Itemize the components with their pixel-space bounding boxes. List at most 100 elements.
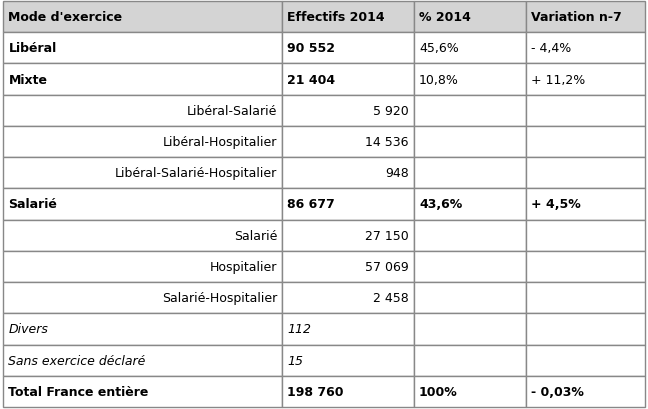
Bar [283, 64, 414, 95]
Bar [3, 127, 283, 158]
Bar [526, 282, 645, 314]
Bar [526, 376, 645, 407]
Text: 86 677: 86 677 [288, 198, 335, 211]
Bar [3, 282, 283, 314]
Bar [283, 345, 414, 376]
Text: Libéral-Salarié: Libéral-Salarié [187, 105, 277, 117]
Bar [526, 314, 645, 345]
Text: Sans exercice déclaré: Sans exercice déclaré [8, 354, 146, 367]
Text: 27 150: 27 150 [365, 229, 409, 242]
Bar [414, 33, 526, 64]
Bar [414, 314, 526, 345]
Bar [414, 314, 526, 345]
Bar [3, 220, 283, 251]
Text: 5 920: 5 920 [373, 105, 409, 117]
Bar [3, 345, 283, 376]
Text: - 0,03%: - 0,03% [531, 385, 584, 398]
Bar [526, 95, 645, 127]
Text: Salarié-Hospitalier: Salarié-Hospitalier [162, 292, 277, 304]
Text: Mode d'exercice: Mode d'exercice [8, 11, 122, 24]
Bar [283, 95, 414, 127]
Bar [283, 220, 414, 251]
Text: 14 536: 14 536 [365, 136, 409, 149]
Text: % 2014: % 2014 [419, 11, 471, 24]
Bar [283, 220, 414, 251]
Bar [414, 95, 526, 127]
Bar [3, 158, 283, 189]
Bar [283, 251, 414, 282]
Bar [526, 95, 645, 127]
Text: Divers: Divers [8, 323, 49, 335]
Bar [283, 345, 414, 376]
Bar [283, 2, 414, 33]
Bar [3, 189, 283, 220]
Bar [283, 95, 414, 127]
Bar [526, 345, 645, 376]
Bar [526, 64, 645, 95]
Bar [414, 127, 526, 158]
Bar [526, 282, 645, 314]
Text: 100%: 100% [419, 385, 457, 398]
Bar [283, 33, 414, 64]
Text: Variation n-7: Variation n-7 [531, 11, 622, 24]
Bar [3, 251, 283, 282]
Bar [3, 33, 283, 64]
Bar [414, 282, 526, 314]
Bar [3, 376, 283, 407]
Bar [283, 64, 414, 95]
Bar [283, 251, 414, 282]
Bar [414, 251, 526, 282]
Text: Salarié: Salarié [234, 229, 277, 242]
Bar [283, 158, 414, 189]
Text: Libéral: Libéral [8, 42, 56, 55]
Text: 198 760: 198 760 [288, 385, 344, 398]
Text: 112: 112 [288, 323, 312, 335]
Text: Salarié: Salarié [8, 198, 57, 211]
Bar [3, 314, 283, 345]
Text: Libéral-Hospitalier: Libéral-Hospitalier [163, 136, 277, 149]
Bar [283, 376, 414, 407]
Bar [3, 127, 283, 158]
Bar [414, 33, 526, 64]
Bar [526, 158, 645, 189]
Bar [3, 220, 283, 251]
Text: 45,6%: 45,6% [419, 42, 459, 55]
Bar [3, 64, 283, 95]
Bar [414, 2, 526, 33]
Text: 57 069: 57 069 [365, 260, 409, 273]
Bar [414, 64, 526, 95]
Bar [414, 189, 526, 220]
Text: 2 458: 2 458 [373, 292, 409, 304]
Bar [414, 376, 526, 407]
Bar [526, 189, 645, 220]
Bar [414, 64, 526, 95]
Bar [526, 189, 645, 220]
Bar [283, 282, 414, 314]
Bar [283, 158, 414, 189]
Bar [526, 251, 645, 282]
Bar [414, 345, 526, 376]
Bar [526, 33, 645, 64]
Bar [414, 220, 526, 251]
Bar [3, 64, 283, 95]
Bar [526, 220, 645, 251]
Bar [414, 282, 526, 314]
Bar [3, 376, 283, 407]
Bar [3, 282, 283, 314]
Text: + 11,2%: + 11,2% [531, 74, 586, 86]
Text: 10,8%: 10,8% [419, 74, 459, 86]
Bar [3, 95, 283, 127]
Bar [526, 127, 645, 158]
Text: Total France entière: Total France entière [8, 385, 149, 398]
Bar [283, 189, 414, 220]
Text: 21 404: 21 404 [288, 74, 336, 86]
Bar [414, 95, 526, 127]
Bar [3, 95, 283, 127]
Bar [414, 345, 526, 376]
Bar [3, 2, 283, 33]
Text: + 4,5%: + 4,5% [531, 198, 581, 211]
Bar [526, 64, 645, 95]
Text: 15: 15 [288, 354, 303, 367]
Bar [283, 127, 414, 158]
Bar [283, 282, 414, 314]
